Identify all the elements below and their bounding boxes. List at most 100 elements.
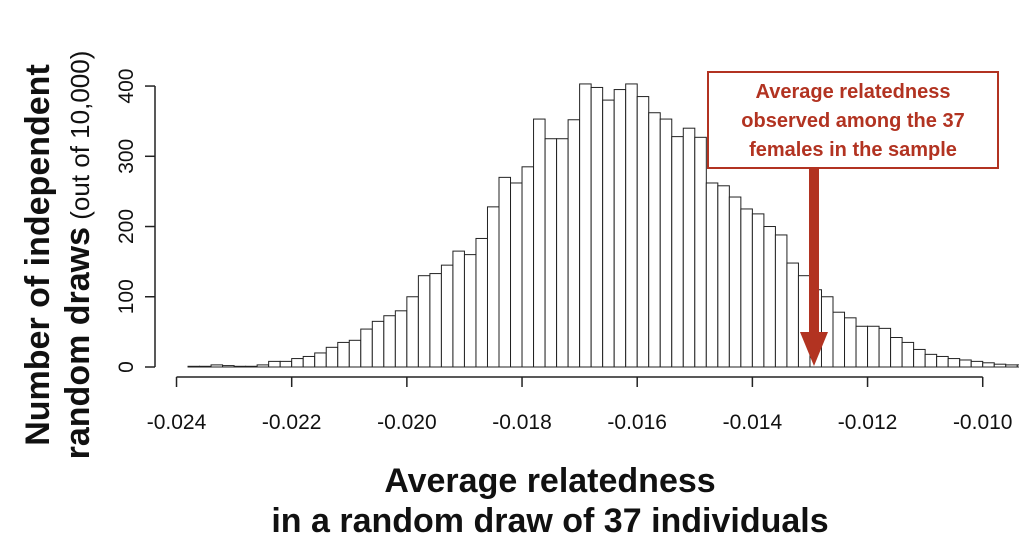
histogram-bar [740, 208, 753, 368]
y-tick-label: 400 [115, 69, 138, 104]
histogram-bar [210, 364, 224, 368]
histogram-bar [682, 127, 696, 368]
annotation-box [707, 71, 999, 169]
histogram-bar [982, 362, 995, 368]
histogram-bar [959, 359, 972, 368]
histogram-bar [844, 317, 857, 368]
x-tick-label: -0.012 [838, 411, 898, 434]
x-tick-label: -0.014 [723, 411, 783, 434]
histogram-bar [302, 355, 316, 368]
histogram-bar [199, 365, 212, 368]
histogram-bar [383, 315, 396, 368]
y-tick-label: 200 [115, 209, 138, 244]
histogram-bar [613, 89, 627, 368]
histogram-bar [901, 341, 915, 368]
annotation-line-2: observed among the 37 [741, 110, 964, 132]
x-tick-label: -0.010 [953, 411, 1013, 434]
histogram-bar [510, 182, 523, 368]
y-tick-label: 0 [115, 361, 138, 373]
observed-annotation: Average relatedness observed among the 3… [707, 71, 999, 366]
histogram-bar [924, 353, 938, 368]
histogram-bar [463, 254, 477, 368]
x-tick-label: -0.018 [492, 411, 552, 434]
annotation-line-1: Average relatedness [756, 81, 951, 103]
histogram-bar [1016, 364, 1019, 368]
y-axis-title-line-1-bold: Number of independent [19, 64, 57, 446]
histogram-bar [486, 206, 500, 368]
histogram-bar [970, 360, 984, 368]
histogram-bar [717, 185, 730, 368]
y-axis-title-line-1: Number of independent [19, 64, 57, 446]
histogram-bar [567, 119, 581, 368]
histogram-bar [440, 264, 454, 368]
histogram-bar [636, 96, 650, 368]
histogram-bar [325, 346, 339, 368]
histogram-bar [498, 176, 512, 368]
histogram-bar [233, 365, 247, 368]
x-axis-title-line-1: Average relatedness [384, 462, 715, 500]
y-tick-label: 100 [115, 279, 138, 314]
histogram-bar [936, 355, 949, 368]
histogram-bar [648, 112, 661, 368]
histogram-bar [521, 166, 535, 368]
histogram-bar [867, 325, 880, 368]
histogram-bar [429, 273, 442, 368]
histogram-bar [1005, 364, 1018, 368]
histogram-bar [913, 348, 926, 368]
y-tick-label: 300 [115, 139, 138, 174]
x-axis-title-line-2: in a random draw of 37 individuals [271, 502, 828, 540]
histogram-bar [774, 234, 788, 368]
y-axis-title-line-2-bold: random draws [59, 227, 97, 459]
histogram-bar [878, 327, 892, 368]
histogram-bar [417, 275, 431, 368]
histogram-bar [406, 296, 419, 368]
histogram-bar [786, 262, 799, 368]
histogram-bar [671, 136, 684, 368]
histogram-bar [890, 337, 903, 368]
annotation-arrow-head [799, 332, 828, 366]
histogram-bar [222, 365, 235, 368]
histogram-bar [544, 138, 558, 368]
histogram-bar [590, 86, 604, 368]
histogram-bar [947, 358, 961, 368]
y-axis-title: Number of independent random draws (out … [19, 51, 97, 460]
x-tick-label: -0.024 [147, 411, 207, 434]
histogram-bar [855, 325, 869, 368]
histogram-bar [452, 250, 465, 368]
histogram-bar [371, 320, 385, 368]
histogram-bar [187, 365, 201, 368]
histogram-bar [279, 360, 293, 368]
histogram-bar [694, 136, 707, 368]
histogram-bar [820, 296, 834, 368]
histogram-bar [797, 275, 811, 368]
histogram-bar [763, 226, 776, 368]
histogram-bar [348, 339, 362, 368]
histogram-bar [394, 310, 408, 368]
histogram-bar [268, 360, 281, 368]
histogram-bars [187, 83, 1019, 368]
histogram-bar [556, 138, 569, 368]
x-tick-label: -0.020 [377, 411, 437, 434]
x-tick-label: -0.022 [262, 411, 322, 434]
histogram-bar [245, 365, 258, 368]
histogram-bar [256, 364, 270, 368]
histogram-bar [659, 118, 673, 368]
histogram-bar [993, 363, 1007, 368]
x-axis: -0.024 -0.022 -0.020 -0.018 -0.016 -0.014 -0.0… [147, 376, 1013, 434]
y-axis-title-line-2-normal: (out of 10,000) [65, 51, 95, 227]
histogram-bar [475, 237, 488, 368]
histogram-bar [533, 118, 546, 368]
histogram-bar [751, 213, 765, 368]
histogram-bar [602, 99, 615, 368]
histogram-bar [832, 311, 846, 368]
y-axis-title-line-2: random draws (out of 10,000) [59, 51, 97, 460]
histogram-bar [314, 352, 327, 368]
histogram-bar [291, 358, 304, 368]
histogram-bar [337, 341, 350, 368]
annotation-line-3: females in the sample [749, 139, 957, 161]
histogram-bar [579, 83, 592, 368]
y-axis: 0 100 200 300 400 [115, 69, 156, 373]
histogram-bar [625, 83, 638, 368]
histogram-bar [728, 196, 742, 368]
